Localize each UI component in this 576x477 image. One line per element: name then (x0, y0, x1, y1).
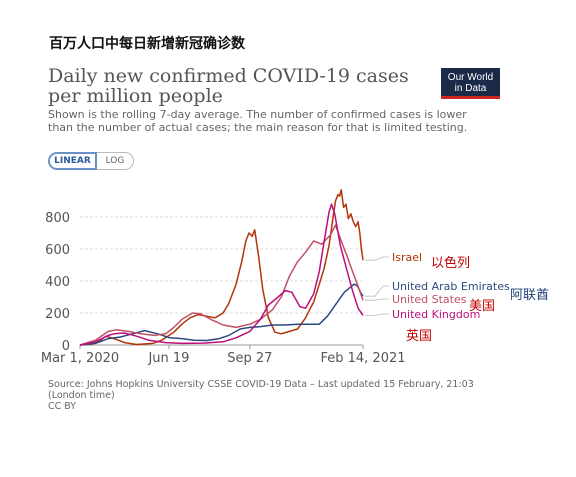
x-tick-label-2: Sep 27 (227, 351, 272, 366)
series-line-israel (79, 189, 364, 346)
y-tick-label-800: 800 (45, 211, 70, 226)
logo-line-2: in Data (454, 83, 487, 94)
chinese-header-title: 百万人口中每日新增新冠确诊数 (49, 36, 245, 52)
chart-subtitle: Shown is the rolling 7-day average. The … (48, 108, 468, 134)
logo-line-1: Our World (447, 72, 494, 83)
series-label-israel: Israel (392, 251, 422, 264)
series-label-united-states: United States (392, 293, 467, 306)
chart-title: Daily new confirmed COVID-19 cases per m… (48, 65, 409, 107)
x-tick-label-1: Jun 19 (147, 351, 189, 366)
x-tick-label-3: Feb 14, 2021 (320, 351, 405, 366)
series-label-united-kingdom: United Kingdom (392, 308, 480, 321)
annotation-israel-zh: 以色列 (431, 256, 471, 271)
y-tick-label-400: 400 (45, 275, 70, 290)
connector-united-arab-emirates (365, 285, 389, 297)
y-tick-label-200: 200 (45, 307, 70, 322)
y-tick-label-0: 0 (62, 339, 70, 354)
source-line-1: Source: Johns Hopkins University CSSE CO… (48, 379, 474, 390)
annotation-us-zh: 美国 (469, 299, 496, 314)
annotation-uae-zh: 阿联酋 (510, 288, 550, 303)
linear-scale-button[interactable]: LINEAR (48, 152, 97, 170)
connector-israel (365, 256, 389, 261)
y-tick-label-600: 600 (45, 243, 70, 258)
connector-united-states (365, 298, 389, 301)
source-note: Source: Johns Hopkins University CSSE CO… (48, 379, 518, 412)
series-line-united-arab-emirates (79, 283, 364, 346)
series-line-united-states (79, 224, 364, 346)
license-text: CC BY (48, 401, 77, 412)
series-label-united-arab-emirates: United Arab Emirates (392, 280, 510, 293)
connector-united-kingdom (365, 313, 389, 316)
source-line-2: (London time) (48, 390, 115, 401)
log-scale-button[interactable]: LOG (97, 152, 134, 170)
series-line-united-kingdom (79, 203, 364, 346)
owid-logo[interactable]: Our World in Data (441, 68, 500, 99)
x-tick-label-0: Mar 1, 2020 (41, 351, 119, 366)
annotation-uk-zh: 英国 (406, 329, 433, 344)
